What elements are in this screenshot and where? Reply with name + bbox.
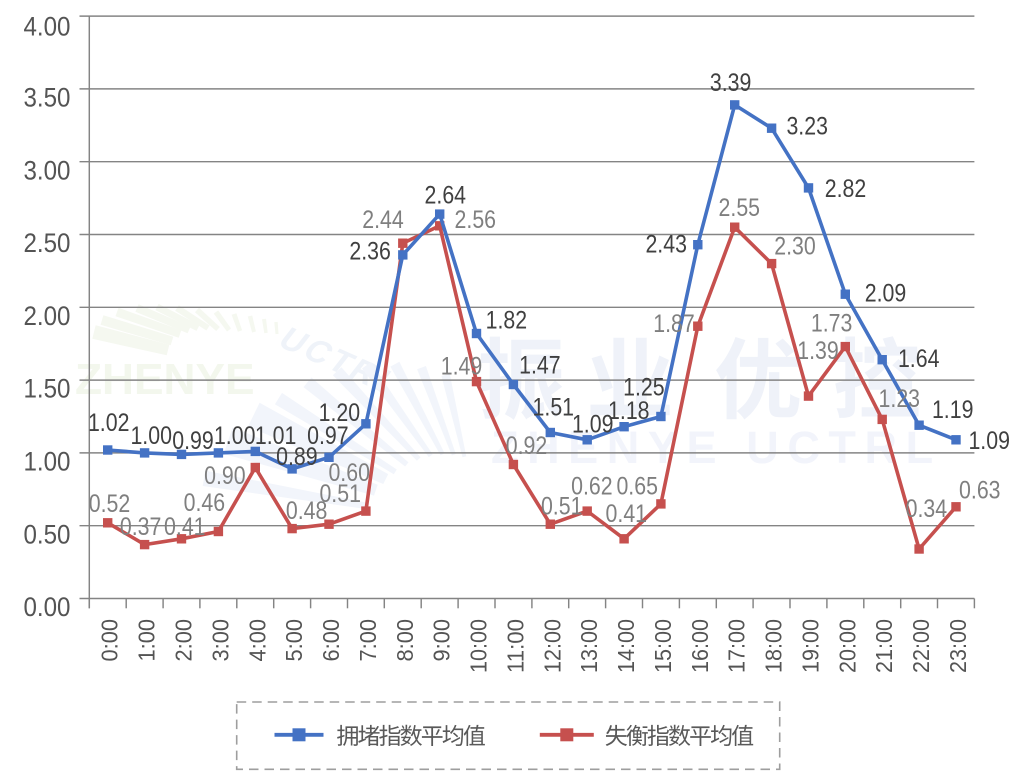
svg-text:2.55: 2.55 (719, 194, 761, 222)
svg-text:14:00: 14:00 (613, 619, 639, 673)
svg-text:1.00: 1.00 (130, 422, 172, 450)
svg-text:5:00: 5:00 (281, 619, 307, 662)
svg-text:1.00: 1.00 (24, 447, 71, 477)
svg-text:0.60: 0.60 (328, 459, 370, 487)
svg-text:0.51: 0.51 (319, 480, 361, 508)
svg-text:0:00: 0:00 (97, 619, 123, 662)
svg-text:1.50: 1.50 (24, 374, 71, 404)
svg-text:3.23: 3.23 (786, 112, 828, 140)
svg-text:2.43: 2.43 (645, 231, 687, 259)
svg-text:2.00: 2.00 (24, 301, 71, 331)
svg-text:3:00: 3:00 (207, 619, 233, 662)
svg-text:22:00: 22:00 (908, 619, 934, 673)
svg-text:13:00: 13:00 (576, 619, 602, 673)
svg-text:0.62: 0.62 (571, 472, 613, 500)
svg-text:2.82: 2.82 (825, 175, 867, 203)
svg-text:17:00: 17:00 (724, 619, 750, 673)
svg-text:2.30: 2.30 (774, 232, 816, 260)
svg-text:9:00: 9:00 (429, 619, 455, 662)
svg-text:1.23: 1.23 (879, 385, 921, 413)
svg-text:3.00: 3.00 (24, 155, 71, 185)
svg-text:0.63: 0.63 (959, 477, 1001, 505)
svg-text:0.34: 0.34 (906, 495, 948, 523)
svg-text:2.44: 2.44 (362, 206, 404, 234)
svg-text:1.00: 1.00 (214, 422, 256, 450)
svg-text:1.39: 1.39 (797, 337, 839, 365)
svg-text:1.49: 1.49 (441, 352, 483, 380)
svg-text:1.19: 1.19 (932, 396, 974, 424)
svg-text:0.97: 0.97 (307, 422, 349, 450)
svg-text:2.36: 2.36 (349, 237, 391, 265)
svg-text:1.64: 1.64 (898, 345, 940, 373)
svg-text:12:00: 12:00 (539, 619, 565, 673)
svg-text:20:00: 20:00 (834, 619, 860, 673)
svg-text:0.99: 0.99 (172, 427, 214, 455)
svg-text:1.47: 1.47 (519, 352, 561, 380)
svg-text:0.41: 0.41 (164, 513, 206, 541)
svg-text:0.37: 0.37 (120, 513, 162, 541)
svg-text:2.64: 2.64 (425, 182, 467, 210)
svg-text:1.09: 1.09 (968, 427, 1010, 455)
svg-text:11:00: 11:00 (502, 619, 528, 673)
svg-text:1.01: 1.01 (255, 422, 297, 450)
svg-text:ZHENYE UCTRL: ZHENYE UCTRL (491, 422, 942, 473)
svg-text:15:00: 15:00 (650, 619, 676, 673)
svg-text:21:00: 21:00 (871, 619, 897, 673)
svg-text:1.09: 1.09 (572, 410, 614, 438)
svg-text:0.50: 0.50 (24, 519, 71, 549)
svg-text:0.90: 0.90 (204, 462, 246, 490)
svg-text:3.39: 3.39 (710, 69, 752, 97)
svg-text:23:00: 23:00 (945, 619, 971, 673)
svg-text:1.87: 1.87 (653, 310, 695, 338)
svg-text:0.46: 0.46 (184, 489, 226, 517)
svg-text:4.00: 4.00 (24, 12, 71, 42)
svg-text:0.41: 0.41 (606, 500, 648, 528)
svg-text:1.82: 1.82 (486, 306, 528, 334)
svg-text:2:00: 2:00 (171, 619, 197, 662)
svg-text:1.51: 1.51 (533, 394, 575, 422)
svg-text:1:00: 1:00 (134, 619, 160, 662)
svg-text:1.20: 1.20 (319, 399, 361, 427)
svg-text:0.51: 0.51 (541, 493, 583, 521)
svg-text:18:00: 18:00 (761, 619, 787, 673)
svg-text:19:00: 19:00 (798, 619, 824, 673)
svg-text:1.18: 1.18 (608, 397, 650, 425)
svg-text:0.48: 0.48 (286, 497, 328, 525)
svg-text:2.09: 2.09 (865, 280, 907, 308)
svg-text:0.89: 0.89 (276, 443, 318, 471)
svg-text:16:00: 16:00 (687, 619, 713, 673)
svg-text:2.56: 2.56 (455, 206, 497, 234)
svg-text:1.02: 1.02 (88, 409, 130, 437)
svg-text:0.00: 0.00 (24, 592, 71, 622)
svg-text:7:00: 7:00 (355, 619, 381, 662)
svg-text:1.25: 1.25 (623, 373, 665, 401)
svg-text:2.50: 2.50 (24, 228, 71, 258)
svg-text:1.73: 1.73 (811, 310, 853, 338)
svg-text:4:00: 4:00 (244, 619, 270, 662)
svg-text:0.92: 0.92 (506, 432, 548, 460)
svg-text:0.65: 0.65 (616, 472, 658, 500)
svg-text:0.52: 0.52 (89, 490, 131, 518)
svg-text:10:00: 10:00 (466, 619, 492, 673)
svg-text:6:00: 6:00 (318, 619, 344, 662)
svg-text:8:00: 8:00 (392, 619, 418, 662)
svg-text:3.50: 3.50 (24, 83, 71, 113)
